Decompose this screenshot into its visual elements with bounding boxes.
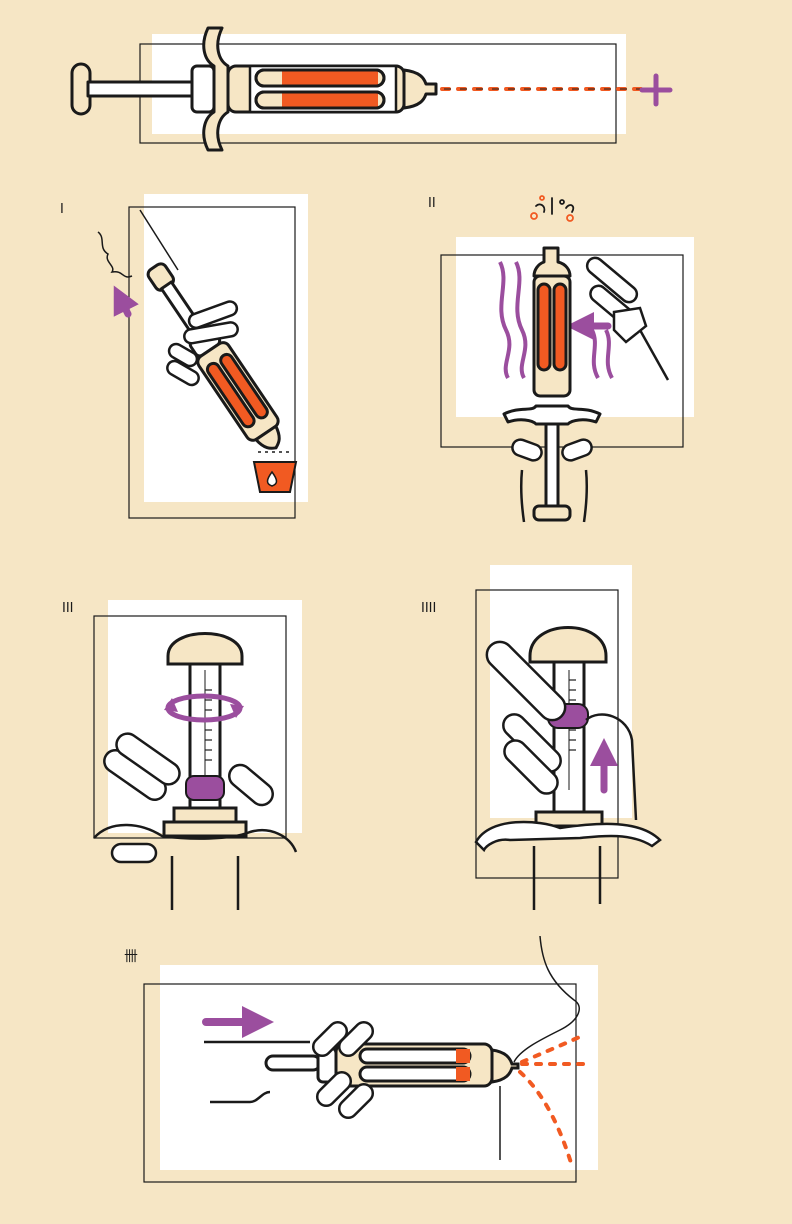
- syringe-plunger-4: [528, 626, 608, 828]
- step-2-panel: [440, 195, 694, 523]
- syringe-horizontal: [264, 1042, 520, 1088]
- step-4-panel: [474, 565, 662, 910]
- step-label-1: I: [60, 202, 64, 217]
- hand-step-4: [474, 640, 662, 910]
- hand-step-2: [511, 438, 593, 523]
- hand-step-3: [93, 732, 298, 910]
- step-label-3: III: [62, 601, 74, 616]
- hand-right-step-2: [585, 256, 670, 381]
- hand-step-1: [166, 300, 239, 387]
- step-label-5: 卌: [124, 949, 138, 965]
- syringe-overview: [70, 26, 438, 152]
- hand-step-5: [204, 1020, 375, 1120]
- step-5-panel: [143, 935, 598, 1183]
- step-label-2: II: [428, 196, 436, 211]
- step-1-panel: [97, 194, 308, 519]
- burst-icon: [530, 195, 575, 222]
- overview-panel: [70, 26, 673, 152]
- step-3-panel: [93, 600, 302, 910]
- target-plus-icon: [639, 73, 673, 107]
- syringe-vertical: [502, 246, 602, 522]
- spray-trajectory: [518, 1032, 592, 1168]
- syringe-plunger-3: [162, 632, 248, 838]
- step-label-4: IIII: [421, 601, 436, 616]
- cup-icon: [252, 451, 298, 493]
